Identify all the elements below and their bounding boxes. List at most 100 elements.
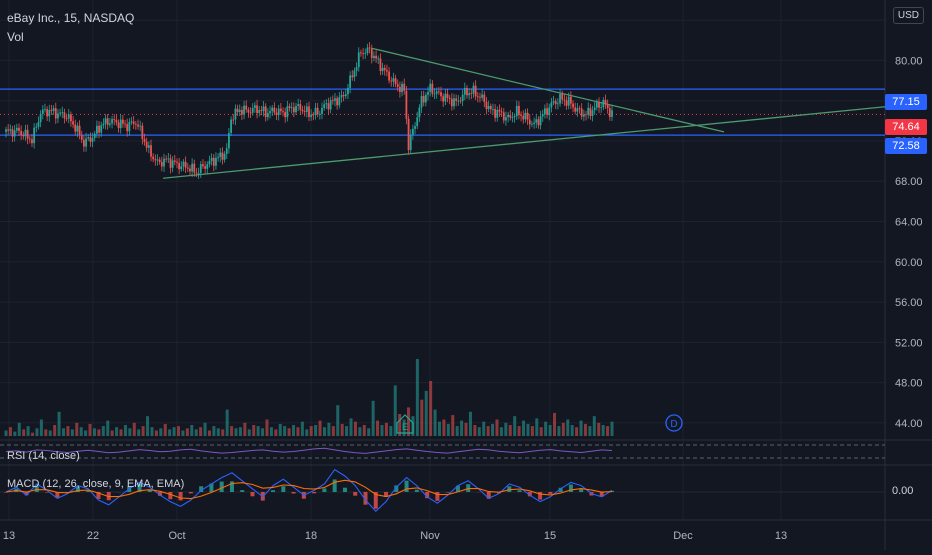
macd-histogram-bar — [579, 489, 583, 492]
candle-body — [312, 115, 314, 116]
volume-bar — [204, 423, 207, 436]
volume-bar — [102, 426, 105, 436]
candle-body — [479, 97, 481, 98]
candle-body — [425, 95, 427, 102]
volume-bar — [283, 426, 286, 436]
candle-body — [488, 106, 490, 109]
y-tick-label: 68.00 — [895, 176, 923, 188]
volume-bar — [5, 431, 8, 437]
macd-histogram-bar — [281, 486, 285, 492]
candle-body — [135, 124, 137, 125]
volume-bar — [478, 427, 481, 436]
y-tick-label: 52.00 — [895, 337, 923, 349]
candle-body — [384, 68, 386, 70]
candle-body — [600, 107, 602, 108]
candle-body — [483, 95, 485, 102]
candle-body — [226, 148, 228, 154]
volume-bar — [460, 421, 463, 436]
candle-body — [330, 100, 332, 109]
candle-body — [401, 84, 403, 92]
volume-bar — [562, 423, 565, 436]
candle-body — [367, 48, 369, 54]
candle-body — [317, 108, 319, 114]
candle-body — [551, 103, 553, 108]
level-tag-lower: 72.58 — [885, 138, 927, 154]
candle-body — [304, 111, 306, 112]
candle-body — [111, 119, 113, 123]
candle-body — [5, 129, 7, 132]
candle-body — [553, 101, 555, 102]
volume-bar — [186, 428, 189, 436]
volume-bar — [372, 401, 375, 436]
candle-body — [92, 138, 94, 142]
volume-bar — [111, 431, 114, 437]
candle-body — [113, 119, 115, 120]
candle-body — [237, 109, 239, 112]
x-tick-label: Nov — [420, 530, 440, 542]
volume-bar — [571, 425, 574, 436]
candle-body — [447, 94, 449, 98]
volume-bar — [212, 426, 215, 436]
candle-body — [369, 48, 371, 49]
macd-histogram-bar — [518, 490, 522, 492]
candle-body — [215, 158, 217, 166]
volume-bar — [442, 420, 445, 437]
candle-body — [576, 108, 578, 111]
candle-body — [319, 114, 321, 115]
candle-body — [273, 108, 275, 113]
candle-body — [390, 81, 392, 82]
candle-body — [475, 86, 477, 97]
volume-bar — [611, 422, 614, 436]
candle-body — [341, 95, 343, 97]
candle-body — [328, 103, 330, 109]
candle-body — [161, 162, 163, 166]
candle-body — [321, 108, 323, 114]
dividend-marker-label: D — [670, 419, 677, 430]
volume-bar — [221, 429, 224, 436]
candle-body — [98, 126, 100, 133]
volume-bar — [487, 426, 490, 436]
volume-bar — [84, 431, 87, 437]
macd-histogram-bar — [415, 490, 419, 492]
volume-bar — [208, 431, 211, 437]
candle-body — [252, 108, 254, 113]
volume-bar — [345, 426, 348, 436]
candle-body — [427, 92, 429, 95]
candle-body — [546, 108, 548, 115]
currency-button[interactable]: USD — [893, 7, 924, 24]
candle-body — [609, 108, 611, 117]
candle-body — [213, 158, 215, 166]
candle-body — [172, 160, 174, 167]
candle-body — [22, 135, 24, 136]
volume-bar — [323, 427, 326, 436]
candle-body — [191, 164, 193, 172]
candle-body — [280, 109, 282, 112]
candle-body — [438, 91, 440, 92]
candle-body — [299, 104, 301, 110]
volume-bar — [566, 420, 569, 437]
candle-body — [598, 102, 600, 107]
candle-body — [503, 112, 505, 120]
candle-body — [468, 93, 470, 95]
candle-body — [267, 113, 269, 117]
volume-bar — [13, 432, 16, 436]
x-tick-label: 13 — [775, 530, 787, 542]
candle-body — [421, 96, 423, 108]
volume-bar — [389, 426, 392, 436]
volume-bar — [456, 426, 459, 436]
candle-body — [131, 121, 133, 122]
candle-body — [211, 158, 213, 161]
candle-body — [388, 72, 390, 81]
volume-bar — [354, 422, 357, 436]
candle-body — [464, 88, 466, 95]
volume-bar — [226, 410, 229, 436]
candle-body — [20, 131, 22, 135]
candle-body — [587, 108, 589, 115]
candle-body — [408, 119, 410, 150]
candle-body — [141, 126, 143, 139]
candle-body — [453, 98, 455, 106]
candle-body — [444, 94, 446, 102]
volume-bar — [327, 423, 330, 436]
